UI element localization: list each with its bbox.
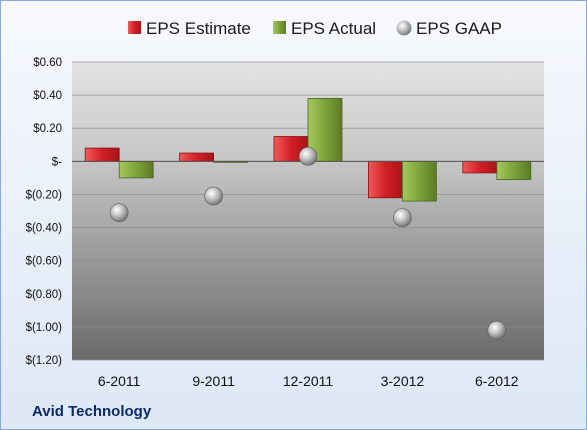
gaap-markers [109, 147, 507, 340]
eps-estimate-bar [84, 147, 120, 162]
y-tick-label: $(1.20) [26, 355, 63, 367]
x-tick-label: 6-2011 [98, 373, 141, 389]
y-tick-label: $(0.40) [26, 223, 63, 235]
x-axis-ticks: 6-2011 9-2011 12-2011 3-2012 6-2012 [98, 373, 519, 389]
legend-label-actual: EPS Actual [291, 19, 376, 38]
eps-actual-bar [118, 160, 154, 179]
eps-estimate-bar [367, 160, 403, 199]
legend-swatch-actual [273, 21, 286, 34]
y-tick-label: $(0.20) [26, 189, 63, 201]
eps-gaap-marker [393, 208, 412, 227]
eps-gaap-marker [487, 320, 507, 340]
legend-swatch-estimate [128, 21, 141, 34]
y-tick-label: $0.40 [33, 90, 62, 102]
legend-swatch-gaap [396, 20, 412, 36]
eps-actual-bar [496, 160, 532, 180]
x-tick-label: 6-2012 [475, 373, 519, 389]
y-tick-label: $0.20 [33, 123, 62, 135]
legend: EPS Estimate EPS Actual EPS GAAP [128, 19, 502, 38]
legend-item-actual: EPS Actual [273, 19, 376, 38]
y-tick-label: $(0.80) [26, 289, 63, 301]
legend-label-estimate: EPS Estimate [146, 19, 251, 38]
y-axis-ticks: $0.60 $0.40 $0.20 $- $(0.20) $(0.40) $(0.60) $(… [26, 57, 63, 367]
x-tick-label: 9-2011 [192, 373, 235, 389]
legend-label-gaap: EPS GAAP [416, 19, 502, 38]
eps-estimate-bar [179, 152, 215, 162]
legend-item-estimate: EPS Estimate [128, 19, 251, 38]
legend-item-gaap: EPS GAAP [396, 19, 502, 38]
eps-gaap-marker [298, 147, 318, 166]
y-tick-label: $- [52, 156, 62, 168]
y-tick-label: $(1.00) [26, 322, 63, 334]
eps-actual-bar [401, 160, 437, 202]
company-label: Avid Technology [32, 403, 152, 420]
x-tick-label: 3-2012 [381, 373, 425, 389]
eps-gaap-marker [109, 203, 129, 222]
eps-gaap-marker [204, 186, 223, 206]
x-tick-label: 12-2011 [283, 373, 334, 389]
y-tick-label: $(0.60) [26, 256, 63, 268]
eps-estimate-bar [462, 160, 498, 174]
y-tick-label: $0.60 [33, 57, 62, 69]
